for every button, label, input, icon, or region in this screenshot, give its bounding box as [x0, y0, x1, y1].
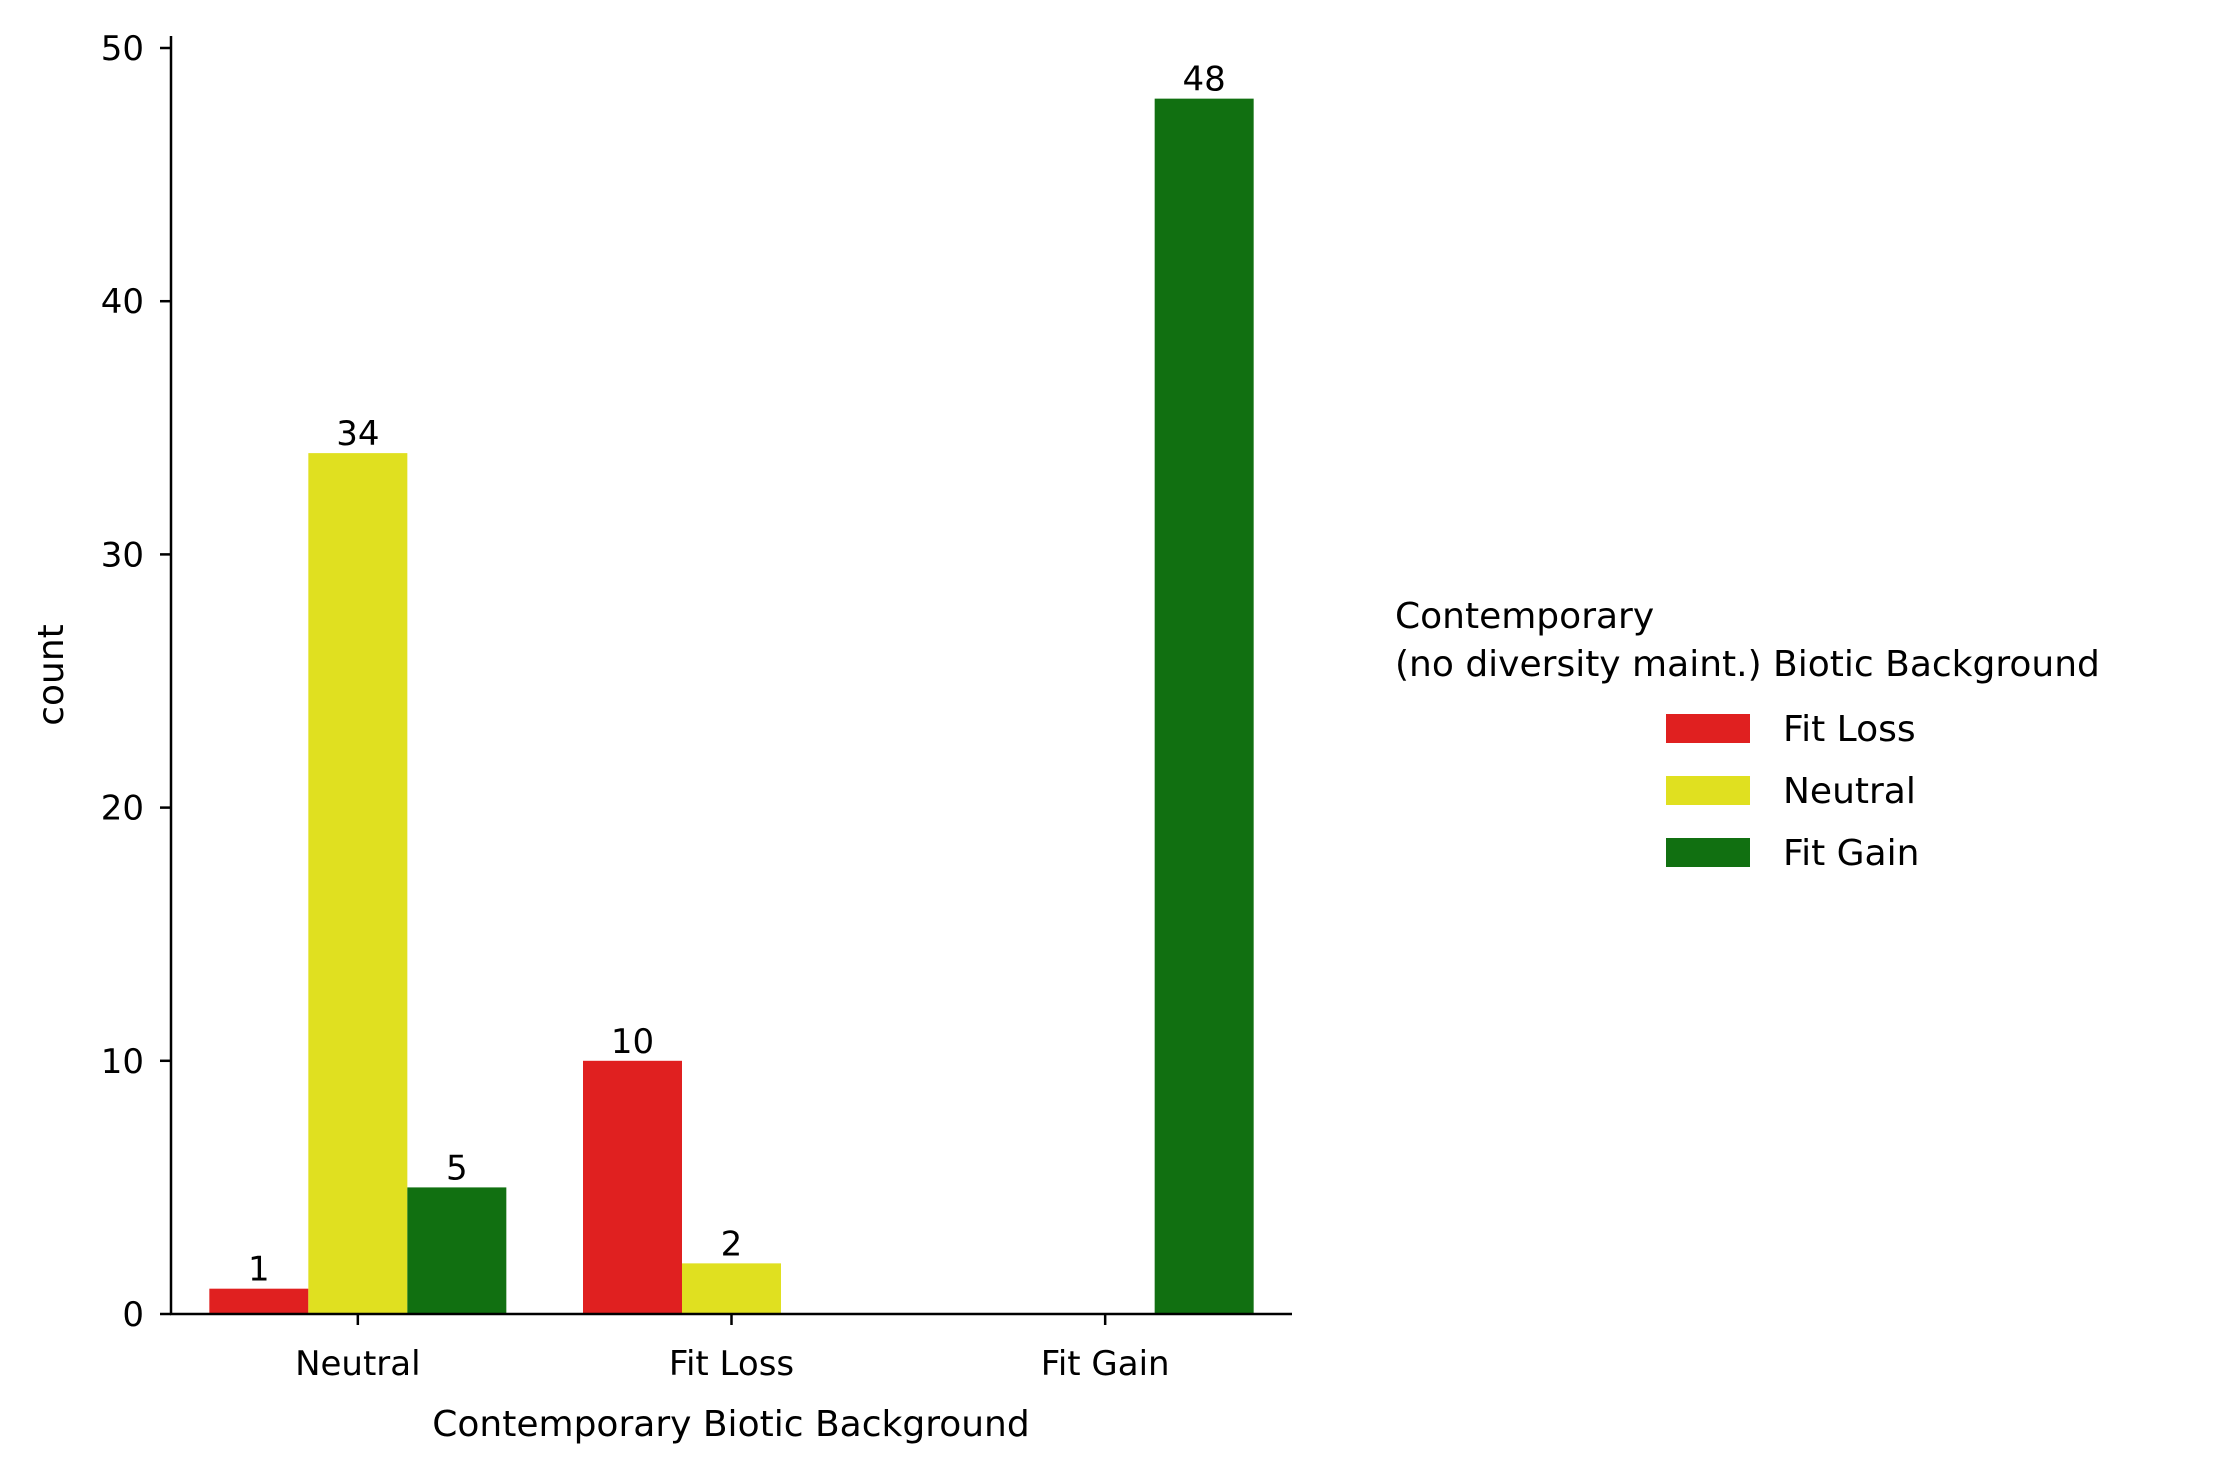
data-label: 34 — [336, 414, 379, 454]
bar-fit-gain-fit-gain — [1154, 98, 1254, 1314]
bar-fit-loss-neutral — [682, 1263, 781, 1314]
legend-title-line1: Contemporary — [1395, 596, 1654, 637]
x-tick-label: Fit Gain — [1041, 1344, 1170, 1384]
y-tick-label: 40 — [101, 282, 144, 322]
bar-neutral-fit-loss — [209, 1288, 309, 1314]
legend-label: Fit Loss — [1783, 709, 1916, 750]
bars — [209, 98, 1254, 1314]
x-ticks: Neutral Fit Loss Fit Gain — [295, 1314, 1170, 1384]
bar-neutral-neutral — [308, 453, 408, 1314]
y-ticks: 0 10 20 30 40 50 — [101, 29, 171, 1335]
x-tick-label: Neutral — [295, 1344, 421, 1384]
y-tick-label: 30 — [101, 535, 144, 575]
y-tick-label: 0 — [122, 1295, 144, 1335]
legend-swatch — [1666, 838, 1750, 867]
legend-entries: Fit Loss Neutral Fit Gain — [1666, 709, 1919, 874]
data-label: 1 — [248, 1250, 270, 1290]
legend-label: Fit Gain — [1783, 833, 1919, 874]
legend-swatch — [1666, 776, 1750, 805]
y-tick-label: 20 — [101, 789, 144, 829]
legend: Contemporary (no diversity maint.) Bioti… — [1395, 596, 2100, 874]
data-labels: 1 34 5 10 2 48 — [248, 60, 1226, 1290]
x-axis-label: Contemporary Biotic Background — [432, 1404, 1029, 1445]
data-label: 10 — [611, 1022, 654, 1062]
data-label: 2 — [721, 1224, 743, 1264]
data-label: 48 — [1183, 60, 1226, 100]
legend-swatch — [1666, 714, 1750, 743]
bar-fit-loss-fit-loss — [583, 1060, 682, 1314]
x-tick-label: Fit Loss — [669, 1344, 794, 1384]
data-label: 5 — [446, 1148, 468, 1188]
y-tick-label: 10 — [101, 1042, 144, 1082]
legend-label: Neutral — [1783, 771, 1916, 812]
bar-neutral-fit-gain — [407, 1187, 507, 1314]
y-axis-label: count — [31, 624, 72, 726]
legend-title-line2: (no diversity maint.) Biotic Background — [1395, 644, 2100, 685]
y-tick-label: 50 — [101, 29, 144, 69]
